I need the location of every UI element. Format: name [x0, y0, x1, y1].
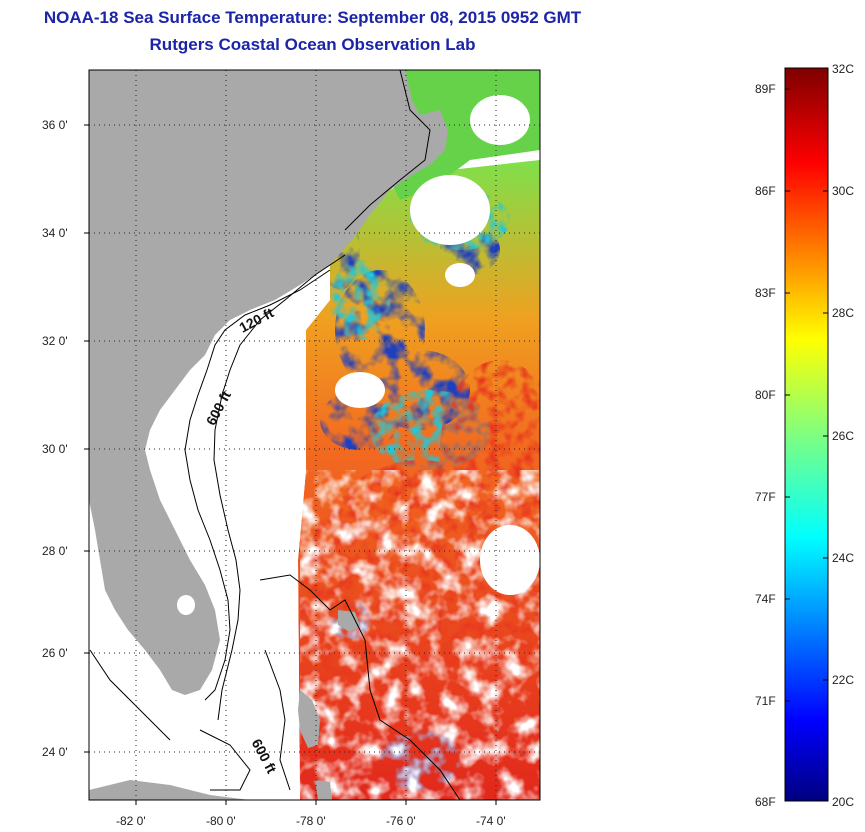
colorbar-c-label: 24C: [832, 551, 855, 565]
lat-tick-label: 26 0': [42, 646, 68, 660]
lake-okeechobee: [177, 595, 195, 615]
land-bahamas-3: [315, 780, 332, 800]
colorbar-f-label: 77F: [755, 490, 776, 504]
map-title: NOAA-18 Sea Surface Temperature: Septemb…: [43, 8, 582, 27]
lon-tick-label: -78 0': [296, 814, 326, 828]
cloud-speckle: [300, 470, 540, 800]
land-us: [89, 70, 448, 695]
lon-tick-label: -82 0': [116, 814, 146, 828]
map-frame: [88, 69, 541, 801]
colorbar-f-label: 83F: [755, 286, 776, 300]
land-bahamas: [298, 690, 320, 748]
lat-tick-label: 32 0': [42, 334, 68, 348]
depth-contours: [89, 70, 461, 800]
colorbar-c-label: 22C: [832, 673, 855, 687]
lon-tick-label: -76 0': [386, 814, 416, 828]
lon-tick-label: -74 0': [476, 814, 506, 828]
colorbar-f-label: 68F: [755, 795, 776, 809]
lat-tick-label: 24 0': [42, 745, 68, 759]
colorbar-c-label: 26C: [832, 429, 855, 443]
colorbar-ticks: [785, 88, 828, 702]
lat-tick-label: 28 0': [42, 544, 68, 558]
colorbar-c-label: 32C: [832, 62, 855, 76]
lat-tick-label: 30 0': [42, 442, 68, 456]
colorbar-c-label: 20C: [832, 795, 855, 809]
graticule: [89, 70, 540, 800]
colorbar-c-label: 30C: [832, 184, 855, 198]
lon-tick-label: -80 0': [206, 814, 236, 828]
land-cuba: [89, 780, 250, 800]
colorbar-f-label: 86F: [755, 184, 776, 198]
colorbar: [784, 67, 829, 802]
map-subtitle: Rutgers Coastal Ocean Observation Lab: [149, 35, 476, 54]
colorbar-f-label: 71F: [755, 694, 776, 708]
lat-tick-label: 34 0': [42, 226, 68, 240]
land-bahamas-2: [338, 610, 360, 632]
colorbar-c-label: 28C: [832, 306, 855, 320]
map-ticks: [84, 124, 497, 805]
colorbar-f-label: 74F: [755, 592, 776, 606]
lat-tick-label: 36 0': [42, 118, 68, 132]
colorbar-f-label: 89F: [755, 82, 776, 96]
colorbar-f-label: 80F: [755, 388, 776, 402]
